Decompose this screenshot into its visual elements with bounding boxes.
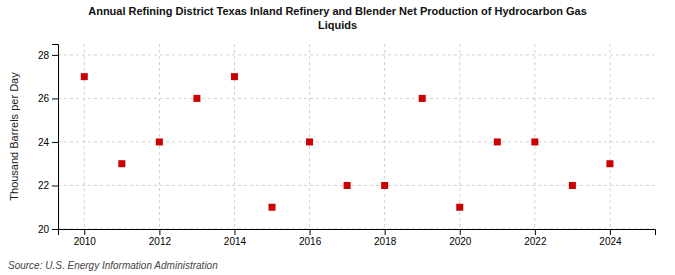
tick: 2010 <box>74 229 97 247</box>
tick: 26 <box>38 93 58 104</box>
point <box>569 182 576 189</box>
tick-label: 2022 <box>524 236 547 247</box>
tick: 2012 <box>149 229 172 247</box>
tick-mark <box>385 229 386 235</box>
grid-line <box>58 141 655 142</box>
tick-mark <box>52 142 58 143</box>
point <box>306 138 313 145</box>
grid-line <box>309 44 310 229</box>
tick: 2018 <box>374 229 397 247</box>
tick-mark <box>310 229 311 235</box>
point <box>156 138 163 145</box>
axis-line <box>59 230 656 236</box>
grid-line <box>58 54 655 55</box>
tick-label: 20 <box>38 224 50 235</box>
tick-label: 24 <box>38 137 50 148</box>
tick-mark <box>84 229 85 235</box>
tick-label: 2012 <box>149 236 172 247</box>
grid-line <box>84 44 85 229</box>
points <box>81 73 614 211</box>
grid-line <box>384 44 385 229</box>
tick-mark <box>610 229 611 235</box>
tick-label: 26 <box>38 93 50 104</box>
tick-label: 2018 <box>374 236 397 247</box>
tick-mark <box>234 229 235 235</box>
grid-line <box>459 44 460 229</box>
grid-line <box>234 44 235 229</box>
tick-label: 2014 <box>224 236 247 247</box>
tick: 28 <box>38 50 58 61</box>
tick-mark <box>159 229 160 235</box>
chart: 2010201220142016201820202022202420222426… <box>0 0 675 275</box>
tick: 2014 <box>224 229 247 247</box>
tick-label: 2010 <box>74 236 97 247</box>
tick-mark <box>535 229 536 235</box>
tick: 24 <box>38 137 58 148</box>
title: Annual Refining District Texas Inland Re… <box>88 5 587 31</box>
point <box>193 95 200 102</box>
point <box>494 138 501 145</box>
grid-line <box>159 44 160 229</box>
point <box>419 95 426 102</box>
tick-mark <box>52 55 58 56</box>
point <box>269 204 276 211</box>
point <box>118 160 125 167</box>
point <box>456 204 463 211</box>
grid-line <box>58 98 655 99</box>
tick-label: 28 <box>38 50 50 61</box>
axis-line <box>52 45 59 230</box>
tick-mark <box>52 229 58 230</box>
y-axis: 20 22 24 26 28 <box>38 45 59 235</box>
tick-label: 2020 <box>449 236 472 247</box>
tick: 22 <box>38 180 58 191</box>
tick: 2024 <box>599 229 622 247</box>
tick-mark <box>52 98 58 99</box>
source-note: Source: U.S. Energy Information Administ… <box>8 260 218 271</box>
plot: 2010201220142016201820202022202420222426… <box>8 44 656 247</box>
tick-label: 2024 <box>599 236 622 247</box>
point <box>81 73 88 80</box>
tick: 2016 <box>299 229 322 247</box>
tick-mark <box>52 185 58 186</box>
point <box>381 182 388 189</box>
grid-line <box>534 44 535 229</box>
tick: 2020 <box>449 229 472 247</box>
tick: 20 <box>38 224 58 235</box>
point <box>344 182 351 189</box>
y-axis-label: Thousand Barrels per Day <box>8 72 20 201</box>
x-axis: 2010 2012 2014 2016 2018 2020 2022 2024 <box>59 229 656 247</box>
point <box>231 73 238 80</box>
grid <box>58 44 655 229</box>
tick-mark <box>460 229 461 235</box>
grid-line <box>609 44 610 229</box>
point <box>531 138 538 145</box>
tick: 2022 <box>524 229 547 247</box>
grid-line <box>58 185 655 186</box>
tick-label: 2016 <box>299 236 322 247</box>
tick-label: 22 <box>38 180 50 191</box>
point <box>606 160 613 167</box>
